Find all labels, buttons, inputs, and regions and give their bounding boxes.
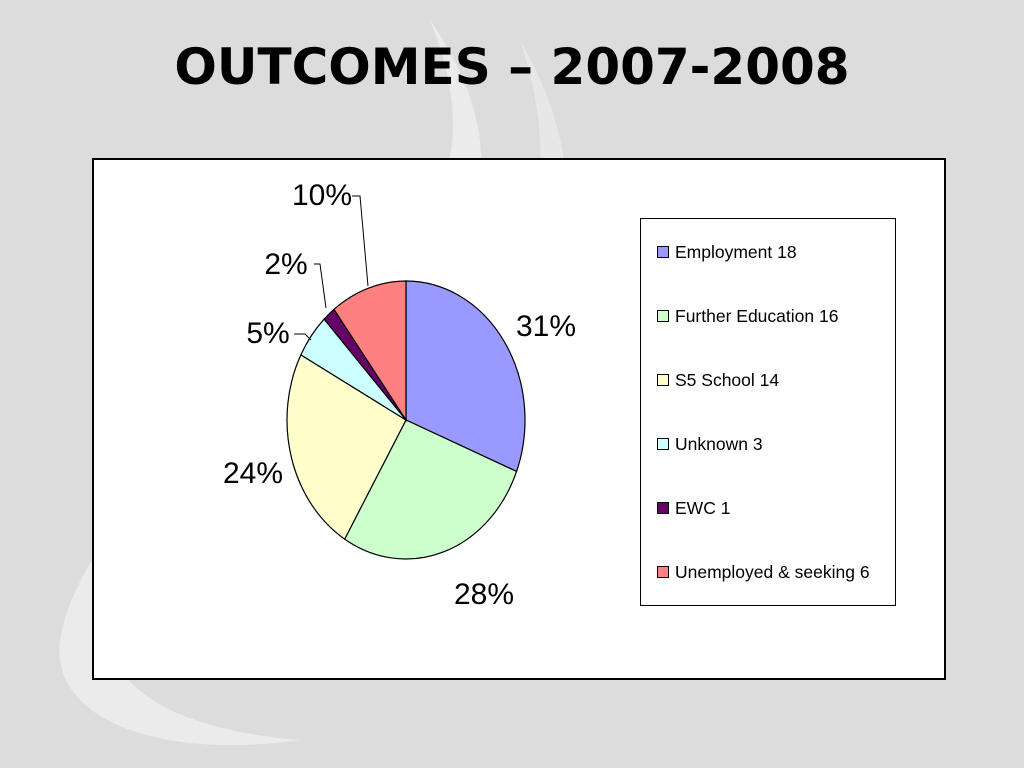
- pie-slice-1: [405, 280, 526, 473]
- legend-swatch: [657, 374, 669, 386]
- legend-item-1: Employment 18: [657, 241, 797, 263]
- leader-line-6: [352, 195, 369, 287]
- legend-label: Further Education 16: [675, 305, 839, 326]
- pie-slice-6: [333, 280, 407, 423]
- pie-slice-3: [286, 354, 407, 540]
- legend-item-6: Unemployed & seeking 6: [657, 561, 870, 583]
- chart-frame: 31% 28% 24% 5% 2% 10% Employment 18 Further Ed…: [92, 158, 946, 680]
- legend-label: Employment 18: [675, 241, 797, 262]
- legend-item-4: Unknown 3: [657, 433, 763, 455]
- data-label-3: 24%: [223, 457, 283, 490]
- data-label-1: 31%: [516, 310, 576, 343]
- legend-item-2: Further Education 16: [657, 305, 838, 327]
- legend-label: Unknown 3: [675, 433, 763, 454]
- chart-legend: Employment 18 Further Education 16 S5 Scho…: [640, 218, 896, 606]
- legend-label: S5 School 14: [675, 369, 780, 390]
- legend-label: Unemployed & seeking 6: [675, 561, 870, 582]
- legend-swatch: [657, 502, 669, 514]
- pie-chart: 31% 28% 24% 5% 2% 10%: [223, 179, 576, 611]
- leader-line-4: [294, 333, 312, 341]
- legend-item-3: S5 School 14: [657, 369, 779, 391]
- data-label-2: 28%: [454, 578, 514, 611]
- legend-swatch: [657, 310, 669, 322]
- legend-item-5: EWC 1: [657, 497, 730, 519]
- legend-label: EWC 1: [675, 497, 731, 518]
- legend-swatch: [657, 438, 669, 450]
- legend-swatch: [657, 566, 669, 578]
- legend-swatch: [657, 246, 669, 258]
- data-label-6: 10%: [292, 179, 352, 212]
- data-label-5: 2%: [264, 248, 307, 281]
- leader-line-5: [314, 263, 327, 309]
- pie-slice-2: [343, 419, 518, 560]
- data-label-4: 5%: [246, 317, 289, 350]
- slide-title: OUTCOMES – 2007-2008: [174, 38, 850, 96]
